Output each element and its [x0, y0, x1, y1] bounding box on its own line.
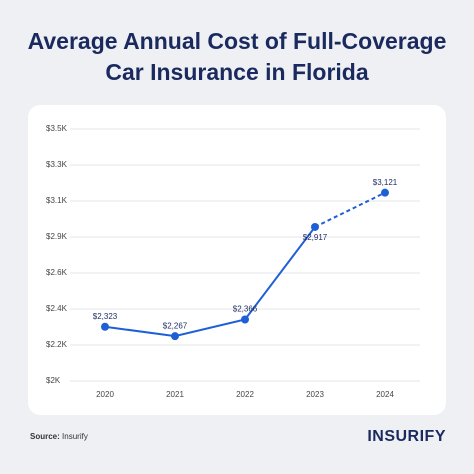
point: [101, 322, 109, 331]
line: [104, 226, 316, 338]
x-tick-label: 2022: [236, 390, 254, 399]
chart-card: [28, 105, 446, 415]
point: [171, 332, 179, 341]
source-text: Insurify: [62, 432, 88, 441]
x-tick-label: 2023: [306, 390, 324, 399]
x-tick-label: 2020: [96, 390, 114, 399]
brand-logo: INSURIFY: [367, 428, 446, 445]
value-label: $2,267: [163, 321, 188, 330]
chart-title: Average Annual Cost of Full-Coverage Car…: [27, 28, 447, 85]
y-tick-label: $3.1K: [46, 196, 68, 205]
y-tick-label: $2.4K: [46, 304, 68, 313]
x-tick-label: 2021: [166, 390, 184, 399]
point: [241, 315, 249, 324]
x-tick-label: 2024: [376, 390, 394, 399]
point: [311, 222, 319, 231]
point: [381, 188, 389, 197]
projected-line: [314, 191, 386, 228]
value-label: $2,917: [303, 233, 328, 242]
y-tick-label: $2.2K: [46, 340, 68, 349]
y-tick-label: $3.3K: [46, 160, 68, 169]
value-label: $2,366: [233, 305, 258, 314]
source: Source: Insurify: [30, 432, 88, 441]
value-label: $3,121: [373, 178, 398, 187]
y-tick-label: $3.5K: [46, 124, 68, 133]
y-tick-label: $2.9K: [46, 232, 68, 241]
source-label: Source:: [30, 432, 60, 441]
value-label: $2,323: [93, 312, 118, 321]
y-tick-label: $2.6K: [46, 268, 68, 277]
y-tick-label: $2K: [46, 376, 61, 385]
